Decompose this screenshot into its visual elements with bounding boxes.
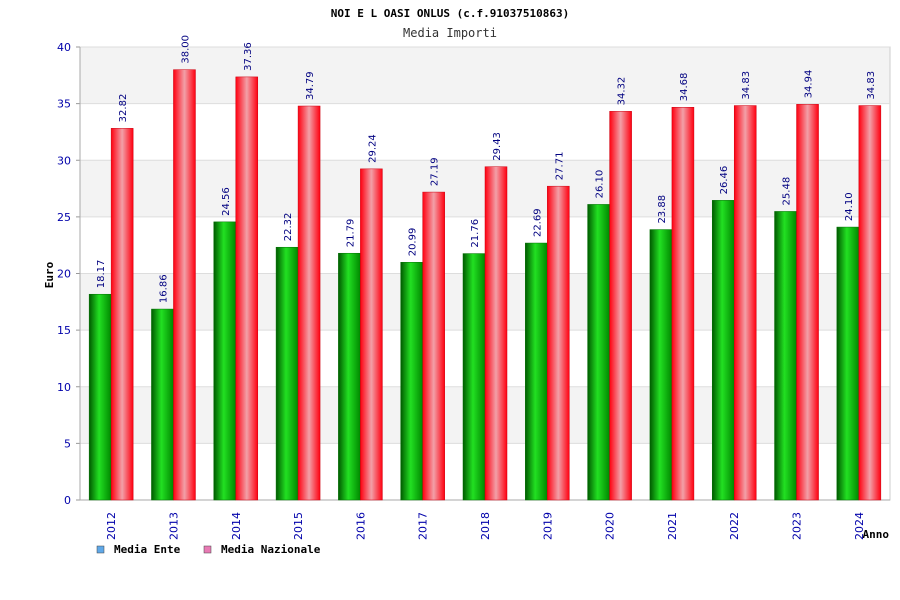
x-tick-label: 2018 — [479, 512, 492, 540]
x-tick-label: 2019 — [541, 512, 554, 540]
bar-media-ente — [587, 204, 610, 501]
y-tick-label: 35 — [57, 98, 71, 111]
bar-media-ente — [649, 229, 673, 501]
legend-swatch-media-ente — [96, 545, 105, 554]
x-tick-label: 2024 — [853, 512, 866, 540]
value-label-media-ente: 24.10 — [844, 192, 855, 221]
value-label-media-nazionale: 27.71 — [554, 152, 565, 181]
x-tick-label: 2017 — [417, 512, 430, 540]
bar-media-ente — [88, 293, 112, 501]
value-label-media-nazionale: 32.82 — [118, 94, 129, 123]
y-tick-label: 10 — [57, 381, 71, 394]
legend-label-media-nazionale: Media Nazionale — [221, 543, 321, 556]
bar-media-nazionale — [796, 104, 819, 501]
y-tick-label: 30 — [57, 154, 71, 167]
x-tick-label: 2015 — [292, 512, 305, 540]
y-tick-label: 15 — [57, 324, 71, 337]
value-label-media-nazionale: 34.32 — [617, 77, 628, 106]
value-label-media-nazionale: 37.36 — [243, 42, 254, 71]
chart-title: NOI E L OASI ONLUS (c.f.91037510863) — [331, 7, 569, 20]
value-labels: 18.17 32.82 16.86 38.00 24.56 37.36 22.32 34.79… — [96, 35, 877, 303]
chart-subtitle: Media Importi — [403, 26, 497, 40]
y-axis-label: Euro — [43, 261, 56, 288]
legend-label-media-ente: Media Ente — [114, 543, 181, 556]
bar-media-nazionale — [360, 168, 383, 501]
bar-media-ente — [525, 242, 548, 501]
bar-media-ente — [275, 246, 299, 501]
value-label-media-nazionale: 34.68 — [679, 73, 690, 102]
x-axis-label: Anno — [863, 528, 890, 541]
legend-swatch-media-nazionale — [203, 545, 212, 554]
bar-media-nazionale — [671, 106, 695, 501]
x-tick-label: 2023 — [791, 512, 804, 540]
bar-media-ente — [338, 252, 361, 501]
bar-media-ente — [836, 226, 860, 501]
value-label-media-ente: 21.79 — [345, 219, 356, 248]
grid-band — [80, 47, 890, 104]
bar-media-ente — [774, 211, 797, 501]
y-tick-label: 5 — [64, 437, 71, 450]
value-label-media-nazionale: 29.43 — [492, 132, 503, 161]
value-label-media-ente: 21.76 — [470, 219, 481, 248]
bar-media-nazionale — [173, 69, 196, 501]
x-tick-label: 2021 — [666, 512, 679, 540]
x-tick-label: 2014 — [230, 512, 243, 540]
bar-media-ente — [213, 221, 237, 501]
bar-media-nazionale — [422, 191, 445, 501]
value-label-media-ente: 26.46 — [719, 166, 730, 195]
value-label-media-ente: 24.56 — [221, 187, 232, 216]
bar-media-nazionale — [858, 105, 882, 501]
value-label-media-ente: 20.99 — [408, 228, 419, 257]
y-tick-label: 40 — [57, 41, 71, 54]
bar-media-ente — [151, 308, 174, 501]
value-label-media-ente: 22.32 — [283, 213, 294, 242]
value-label-media-nazionale: 34.83 — [741, 71, 752, 100]
value-label-media-ente: 16.86 — [158, 274, 169, 303]
bar-media-ente — [462, 253, 486, 501]
x-tick-label: 2020 — [604, 512, 617, 540]
value-label-media-nazionale: 38.00 — [180, 35, 191, 64]
value-label-media-nazionale: 34.79 — [305, 71, 316, 100]
value-label-media-nazionale: 34.83 — [866, 71, 877, 100]
legend: Media Ente Media Nazionale — [96, 543, 321, 556]
x-tick-label: 2013 — [167, 512, 180, 540]
y-tick-label: 25 — [57, 211, 71, 224]
bar-media-nazionale — [110, 128, 134, 501]
value-label-media-nazionale: 29.24 — [367, 134, 378, 163]
x-tick-label: 2016 — [354, 512, 367, 540]
bar-media-nazionale — [484, 166, 508, 501]
value-label-media-nazionale: 27.19 — [430, 157, 441, 186]
x-tick-label: 2022 — [728, 512, 741, 540]
bar-media-nazionale — [609, 111, 632, 501]
value-label-media-ente: 23.88 — [657, 195, 668, 224]
value-label-media-ente: 22.69 — [532, 208, 543, 237]
y-tick-label: 20 — [57, 268, 71, 281]
bars — [88, 69, 882, 501]
bar-media-ente — [711, 200, 735, 501]
bar-media-nazionale — [733, 105, 757, 501]
value-label-media-nazionale: 34.94 — [804, 70, 815, 99]
x-tick-label: 2012 — [105, 512, 118, 540]
value-label-media-ente: 25.48 — [782, 177, 793, 206]
bar-media-nazionale — [297, 105, 321, 501]
bar-media-nazionale — [235, 76, 259, 501]
bar-media-ente — [400, 262, 423, 501]
value-label-media-ente: 18.17 — [96, 260, 107, 289]
bar-media-nazionale — [547, 185, 570, 501]
y-tick-label: 0 — [64, 494, 71, 507]
value-label-media-ente: 26.10 — [595, 170, 606, 199]
x-axis-ticks: 2012 2013 2014 2015 2016 2017 2018 2019 2020 2021… — [105, 512, 866, 540]
